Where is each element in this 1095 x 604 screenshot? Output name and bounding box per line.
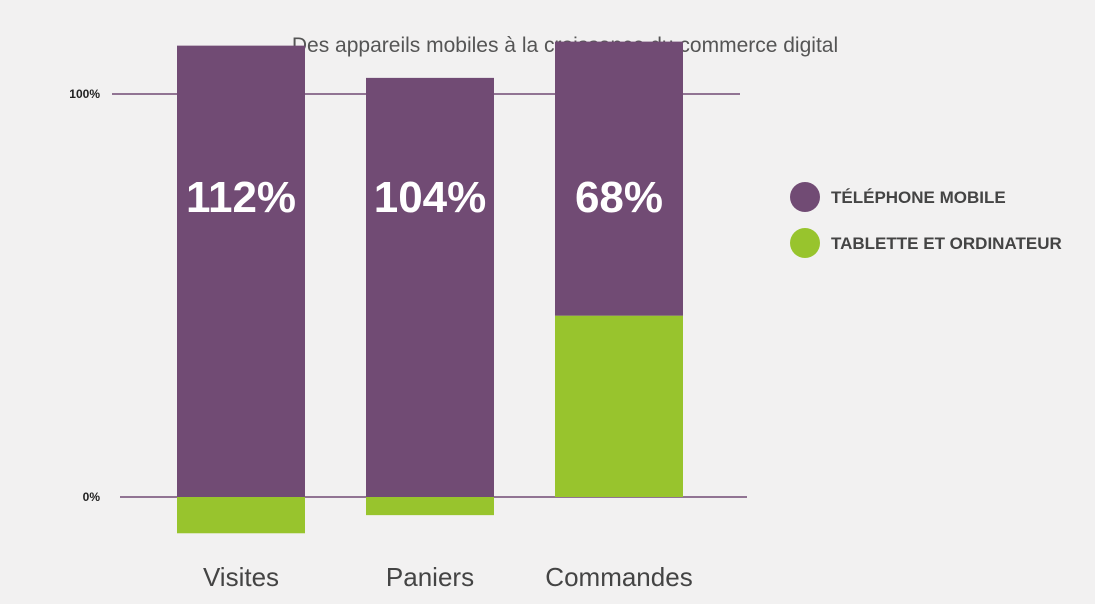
bar-value-label-0: 112% xyxy=(186,173,296,222)
bar-mobile-1 xyxy=(366,77,494,497)
legend-label-0: TÉLÉPHONE MOBILE xyxy=(831,188,1006,207)
bar-mobile-2 xyxy=(555,41,683,316)
x-category-label-1: Paniers xyxy=(386,562,474,592)
bar-value-label-2: 68% xyxy=(575,173,663,222)
legend-swatch-1 xyxy=(790,228,820,258)
y-tick-label-100: 100% xyxy=(69,87,100,101)
bar-tablette-2 xyxy=(555,315,683,497)
bar-mobile-0 xyxy=(177,45,305,497)
legend-label-1: TABLETTE ET ORDINATEUR xyxy=(831,234,1062,253)
x-category-label-0: Visites xyxy=(203,562,279,592)
legend: TÉLÉPHONE MOBILE TABLETTE ET ORDINATEUR xyxy=(790,182,1062,258)
x-category-label-2: Commandes xyxy=(545,562,692,592)
legend-swatch-0 xyxy=(790,182,820,212)
bar-tablette-1 xyxy=(366,497,494,516)
bar-tablette-0 xyxy=(177,497,305,534)
bar-value-label-1: 104% xyxy=(374,173,487,222)
y-tick-label-0: 0% xyxy=(83,490,101,504)
bars-layer xyxy=(177,41,683,534)
labels-layer: 112% Visites 104% Paniers 68% Commandes xyxy=(186,173,693,592)
